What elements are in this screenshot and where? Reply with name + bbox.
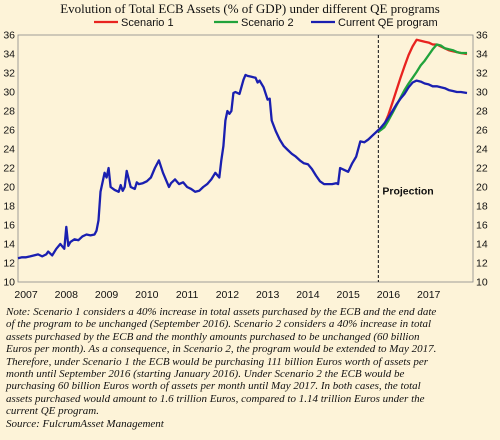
- note-line: month until September 2016 (starting Jan…: [6, 368, 405, 381]
- y-tick-label-right: 22: [476, 163, 488, 175]
- y-tick-label-right: 16: [476, 220, 488, 232]
- y-tick-label-right: 30: [476, 87, 488, 99]
- x-axis: 2007 2008 2009 2010 2011 2012 2013 2014 2015 2016…: [14, 289, 440, 300]
- y-tick-label-right: 12: [476, 258, 488, 270]
- x-tick-label: 2015: [336, 289, 360, 300]
- note-line: assets purchased by the ECB and the mont…: [6, 330, 420, 343]
- x-tick-label: 2013: [256, 289, 280, 300]
- x-tick-label: 2008: [55, 289, 79, 300]
- y-tick-label-right: 34: [476, 49, 488, 61]
- y-tick-label-right: 36: [476, 30, 488, 42]
- x-tick-label: 2014: [296, 289, 320, 300]
- note-line: Note: Scenario 1 considers a 40% increas…: [6, 306, 437, 318]
- note-line: current QE program.: [6, 405, 99, 418]
- x-tick-label: 2011: [176, 289, 199, 300]
- series-layer: [17, 38, 468, 260]
- y-tick-label-right: 28: [476, 106, 488, 118]
- y-tick-label-right: 26: [476, 125, 488, 137]
- legend-label: Scenario 2: [241, 17, 294, 29]
- legend-label: Scenario 1: [121, 17, 174, 29]
- source-line: Source: FulcrumAsset Management: [6, 417, 164, 430]
- note-line: Therefore, under Scenario 1 the ECB woul…: [6, 355, 429, 368]
- y-tick-label: 34: [3, 49, 15, 61]
- y-tick-label-right: 24: [476, 144, 488, 156]
- plot-frame: [17, 34, 474, 283]
- legend-label: Current QE program: [338, 17, 438, 29]
- series-line: [377, 43, 467, 133]
- note-line: assets purchased would amount to 1.6 tri…: [6, 392, 425, 405]
- y-tick-label: 36: [3, 30, 15, 42]
- series-line: [17, 73, 468, 260]
- y-tick-label-right: 18: [476, 201, 488, 213]
- y-tick-label: 14: [3, 239, 15, 251]
- note-line: purchasing 60 billion Euros worth of ass…: [6, 380, 421, 393]
- note-line: Euros per month). As a consequence, in S…: [6, 343, 437, 356]
- line-chart: 10 12 14 16 18 20 22 24 26 28 30 32 34 36 10 12 14 16 18 2…: [3, 17, 488, 300]
- note-line: of the program to be unchanged (Septembe…: [6, 318, 432, 331]
- y-tick-label: 32: [3, 68, 15, 80]
- y-tick-label: 20: [3, 182, 15, 194]
- y-tick-label-right: 20: [476, 182, 488, 194]
- y-tick-label: 26: [3, 125, 15, 137]
- y-tick-label: 18: [3, 201, 15, 213]
- y-tick-label-right: 10: [476, 277, 488, 289]
- projection-label: Projection: [382, 186, 433, 198]
- chart-title: Evolution of Total ECB Assets (% of GDP)…: [60, 1, 440, 16]
- y-tick-label: 28: [3, 106, 15, 118]
- series-line: [377, 38, 468, 133]
- x-tick-label: 2010: [135, 289, 159, 300]
- legend: Scenario 1 Scenario 2 Current QE program: [94, 17, 438, 29]
- x-tick-label: 2012: [216, 289, 240, 300]
- y-tick-label-right: 14: [476, 239, 488, 251]
- y-tick-label: 12: [3, 258, 15, 270]
- y-tick-label: 10: [3, 277, 15, 289]
- y-tick-label-right: 32: [476, 68, 488, 80]
- y-axis-left: 10 12 14 16 18 20 22 24 26 28 30 32 34 36: [3, 30, 15, 289]
- footnote: Note: Scenario 1 considers a 40% increas…: [6, 306, 496, 430]
- x-tick-label: 2017: [417, 289, 441, 300]
- x-tick-label: 2016: [377, 289, 401, 300]
- y-tick-label: 30: [3, 87, 15, 99]
- y-axis-right: 10 12 14 16 18 20 22 24 26 28 30 32 34 36: [476, 30, 488, 289]
- x-tick-label: 2009: [95, 289, 119, 300]
- x-tick-label: 2007: [14, 289, 38, 300]
- y-tick-label: 24: [3, 144, 15, 156]
- y-tick-label: 16: [3, 220, 15, 232]
- y-tick-label: 22: [3, 163, 15, 175]
